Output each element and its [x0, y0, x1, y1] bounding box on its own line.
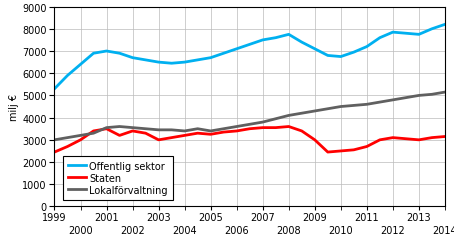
Offentlig sektor — [52, 88, 57, 91]
Offentlig sektor — [78, 64, 83, 67]
Lokalförvaltning — [221, 128, 227, 131]
Staten — [117, 134, 122, 137]
Staten — [312, 139, 317, 142]
Offentlig sektor — [91, 52, 96, 55]
Lokalförvaltning — [78, 134, 83, 137]
Lokalförvaltning — [130, 127, 135, 130]
Offentlig sektor — [156, 61, 161, 64]
Lokalförvaltning — [143, 128, 148, 131]
Lokalförvaltning — [338, 106, 344, 109]
Lokalförvaltning — [169, 129, 174, 132]
Staten — [130, 130, 135, 133]
Offentlig sektor — [325, 55, 331, 58]
Lokalförvaltning — [234, 125, 239, 129]
Lokalförvaltning — [104, 127, 109, 130]
Staten — [91, 130, 96, 133]
Staten — [364, 145, 370, 148]
Offentlig sektor — [169, 62, 174, 66]
Offentlig sektor — [260, 39, 266, 42]
Offentlig sektor — [338, 56, 344, 59]
Legend: Offentlig sektor, Staten, Lokalförvaltning: Offentlig sektor, Staten, Lokalförvaltni… — [63, 156, 173, 200]
Lokalförvaltning — [91, 132, 96, 135]
Offentlig sektor — [390, 32, 395, 35]
Offentlig sektor — [130, 57, 135, 60]
Offentlig sektor — [416, 34, 422, 37]
Lokalförvaltning — [286, 114, 291, 117]
Staten — [260, 127, 266, 130]
Staten — [143, 132, 148, 135]
Offentlig sektor — [143, 59, 148, 62]
Offentlig sektor — [429, 28, 434, 31]
Lokalförvaltning — [195, 128, 200, 131]
Staten — [429, 137, 434, 140]
Staten — [247, 128, 252, 131]
Staten — [442, 136, 448, 139]
Lokalförvaltning — [351, 105, 356, 108]
Line: Staten: Staten — [54, 127, 445, 152]
Staten — [169, 137, 174, 140]
Staten — [351, 149, 356, 152]
Offentlig sektor — [351, 51, 356, 54]
Lokalförvaltning — [377, 101, 383, 104]
Staten — [299, 130, 305, 133]
Staten — [156, 139, 161, 142]
Offentlig sektor — [247, 44, 252, 47]
Lokalförvaltning — [156, 129, 161, 132]
Staten — [182, 134, 188, 137]
Line: Offentlig sektor: Offentlig sektor — [54, 25, 445, 89]
Lokalförvaltning — [312, 110, 317, 113]
Staten — [52, 151, 57, 154]
Staten — [377, 139, 383, 142]
Offentlig sektor — [403, 33, 409, 36]
Lokalförvaltning — [182, 130, 188, 133]
Offentlig sektor — [299, 41, 305, 44]
Staten — [104, 128, 109, 131]
Staten — [195, 132, 200, 135]
Staten — [78, 139, 83, 142]
Lokalförvaltning — [416, 94, 422, 98]
Lokalförvaltning — [208, 130, 213, 133]
Offentlig sektor — [104, 50, 109, 53]
Staten — [416, 139, 422, 142]
Offentlig sektor — [65, 75, 70, 78]
Line: Lokalförvaltning: Lokalförvaltning — [54, 93, 445, 140]
Staten — [65, 145, 70, 148]
Lokalförvaltning — [403, 97, 409, 100]
Lokalförvaltning — [442, 91, 448, 94]
Lokalförvaltning — [390, 99, 395, 102]
Staten — [273, 127, 278, 130]
Staten — [208, 133, 213, 136]
Lokalförvaltning — [273, 118, 278, 121]
Offentlig sektor — [377, 37, 383, 40]
Offentlig sektor — [273, 37, 278, 40]
Offentlig sektor — [208, 57, 213, 60]
Lokalförvaltning — [429, 93, 434, 97]
Lokalförvaltning — [260, 121, 266, 124]
Offentlig sektor — [364, 46, 370, 49]
Offentlig sektor — [117, 52, 122, 55]
Staten — [221, 131, 227, 134]
Offentlig sektor — [182, 61, 188, 64]
Y-axis label: milj €: milj € — [10, 94, 20, 120]
Lokalförvaltning — [247, 123, 252, 126]
Lokalförvaltning — [117, 125, 122, 129]
Staten — [390, 137, 395, 140]
Lokalförvaltning — [299, 112, 305, 115]
Offentlig sektor — [286, 34, 291, 37]
Lokalförvaltning — [65, 137, 70, 140]
Offentlig sektor — [312, 48, 317, 51]
Lokalförvaltning — [364, 103, 370, 106]
Offentlig sektor — [195, 59, 200, 62]
Staten — [325, 151, 331, 154]
Lokalförvaltning — [325, 108, 331, 111]
Offentlig sektor — [221, 52, 227, 55]
Staten — [403, 138, 409, 141]
Offentlig sektor — [442, 24, 448, 27]
Staten — [338, 150, 344, 153]
Staten — [286, 125, 291, 129]
Lokalförvaltning — [52, 139, 57, 142]
Staten — [234, 130, 239, 133]
Offentlig sektor — [234, 48, 239, 51]
